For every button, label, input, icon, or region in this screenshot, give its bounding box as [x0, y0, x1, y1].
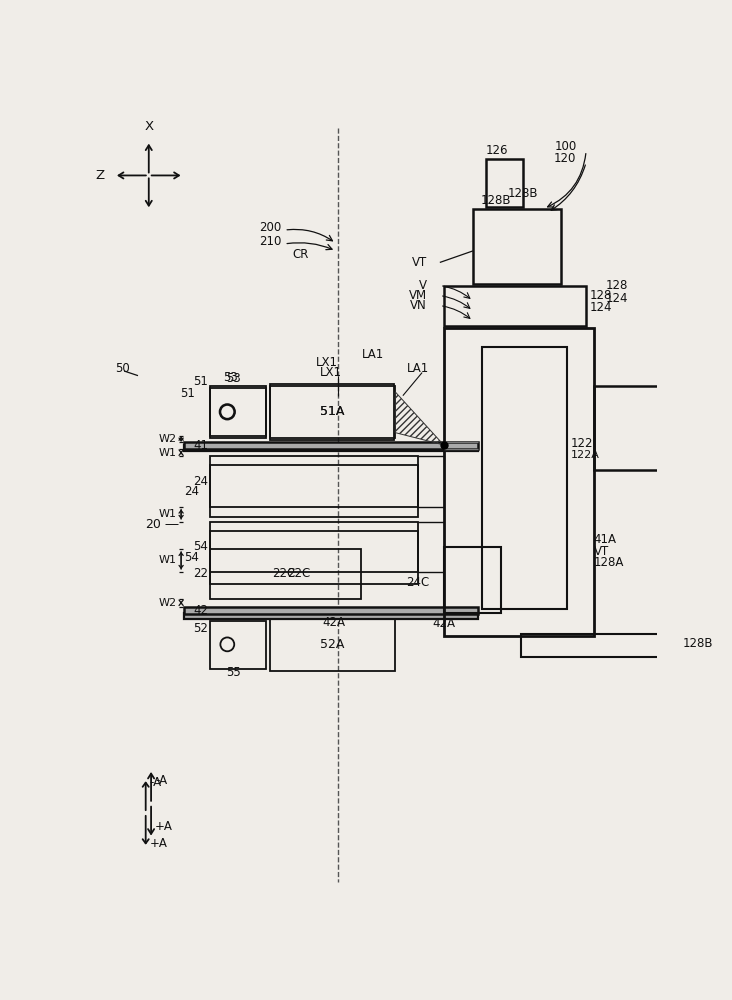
Bar	[210, 549, 361, 599]
Text: +A: +A	[155, 820, 173, 833]
Bar	[210, 522, 418, 572]
Text: VT: VT	[594, 545, 609, 558]
Bar	[482, 347, 567, 609]
Bar	[473, 209, 561, 284]
Text: 51: 51	[180, 387, 195, 400]
Bar	[184, 613, 478, 619]
Text: 128B: 128B	[682, 637, 713, 650]
Text: 128: 128	[590, 289, 613, 302]
Text: V: V	[419, 279, 427, 292]
Text: 51A: 51A	[320, 405, 344, 418]
Text: +A: +A	[149, 837, 168, 850]
Text: W2: W2	[158, 598, 176, 608]
Text: 41A: 41A	[594, 533, 617, 546]
Text: 128A: 128A	[594, 556, 624, 569]
Text: 53: 53	[225, 372, 241, 385]
Text: 24: 24	[184, 485, 199, 498]
Text: 24C: 24C	[406, 576, 430, 588]
Bar	[444, 547, 501, 613]
Text: VM: VM	[408, 289, 427, 302]
Text: 42: 42	[193, 604, 208, 617]
Text: 42A: 42A	[432, 617, 455, 630]
Text: 54: 54	[193, 540, 208, 553]
Text: 100: 100	[554, 140, 577, 153]
Text: -A: -A	[149, 776, 162, 789]
Text: 41: 41	[193, 439, 208, 452]
Text: LX1: LX1	[319, 366, 342, 379]
Bar	[184, 607, 478, 614]
Text: LA1: LA1	[407, 362, 429, 375]
Text: 22C: 22C	[272, 567, 295, 580]
Bar	[210, 456, 418, 507]
Bar	[210, 465, 418, 517]
Text: 53: 53	[223, 371, 237, 384]
Text: 122A: 122A	[571, 450, 600, 460]
Text: 128: 128	[605, 279, 628, 292]
Bar	[270, 386, 395, 438]
Text: 200: 200	[259, 221, 281, 234]
Text: LX1: LX1	[315, 356, 337, 369]
Text: W1: W1	[159, 448, 176, 458]
Text: 22C: 22C	[288, 567, 310, 580]
Text: W2: W2	[158, 434, 176, 444]
Bar	[210, 388, 266, 436]
Text: W1: W1	[159, 555, 176, 565]
Text: 24: 24	[193, 475, 208, 488]
Bar	[486, 158, 523, 207]
Text: 51: 51	[193, 375, 208, 388]
Text: 51A: 51A	[320, 405, 344, 418]
Text: 122: 122	[571, 437, 593, 450]
Bar	[210, 620, 266, 669]
Text: 22: 22	[193, 567, 208, 580]
Text: VN: VN	[410, 299, 427, 312]
Text: 128B: 128B	[507, 187, 538, 200]
Bar	[270, 384, 394, 440]
Bar	[184, 445, 478, 451]
Text: 210: 210	[259, 235, 281, 248]
Bar	[270, 619, 395, 671]
Text: 124: 124	[605, 292, 628, 305]
Bar	[444, 328, 594, 636]
Bar	[184, 442, 478, 449]
Text: 42A: 42A	[322, 616, 345, 629]
Bar	[210, 386, 266, 438]
Text: 120: 120	[554, 152, 577, 165]
Text: 52: 52	[193, 622, 208, 635]
Text: 52A: 52A	[320, 638, 344, 651]
Bar	[520, 634, 706, 657]
Text: -A: -A	[155, 774, 167, 787]
Text: 128B: 128B	[481, 194, 511, 207]
Text: Z: Z	[96, 169, 105, 182]
Text: 126: 126	[486, 144, 509, 157]
Text: 54: 54	[184, 551, 199, 564]
Bar	[594, 386, 663, 470]
Bar	[444, 286, 586, 326]
Text: CR: CR	[292, 248, 308, 261]
Text: X: X	[144, 120, 153, 133]
Text: W1: W1	[159, 509, 176, 519]
Text: VT: VT	[411, 256, 427, 269]
Text: 55: 55	[225, 666, 241, 679]
Text: 124: 124	[590, 301, 613, 314]
Text: LA1: LA1	[362, 348, 384, 361]
Text: 20: 20	[145, 518, 161, 531]
Text: 50: 50	[115, 362, 130, 375]
Bar	[210, 531, 418, 584]
